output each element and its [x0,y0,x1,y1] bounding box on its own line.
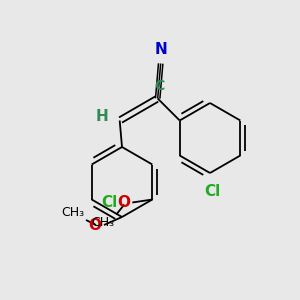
Text: CH₃: CH₃ [91,215,114,229]
Text: Cl: Cl [102,195,118,210]
Text: C: C [154,79,165,93]
Text: CH₃: CH₃ [61,206,84,219]
Text: N: N [154,41,167,56]
Text: Cl: Cl [204,184,220,199]
Text: O: O [88,218,101,233]
Text: O: O [117,195,130,210]
Text: H: H [96,109,109,124]
